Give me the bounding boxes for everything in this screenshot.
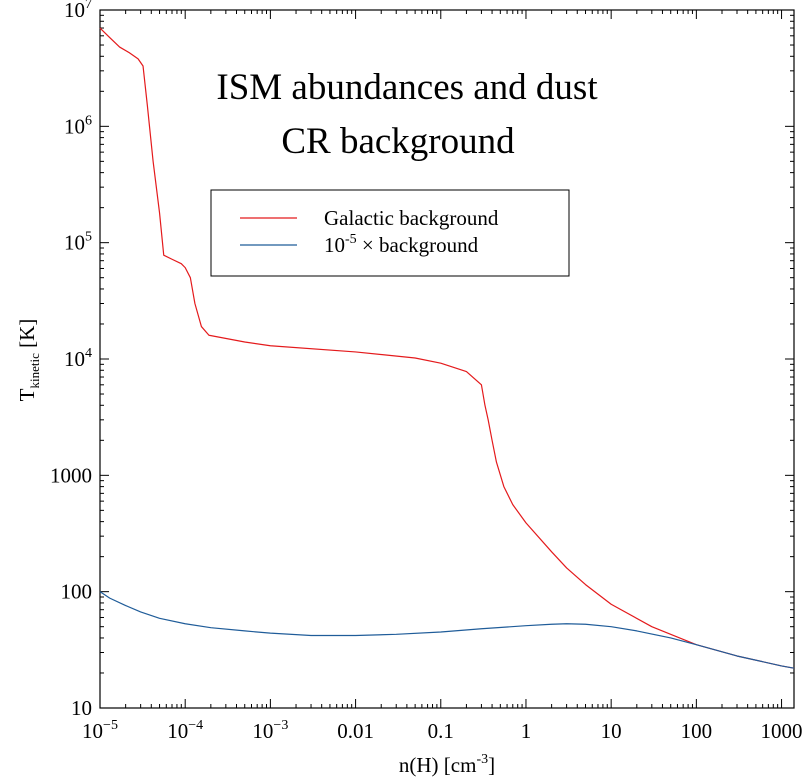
- x-tick-label: 1000: [761, 719, 803, 743]
- series-line-reduced: [99, 591, 795, 669]
- y-axis-title-sub: kinetic: [27, 353, 42, 389]
- y-tick-label: 105: [64, 230, 92, 255]
- x-tick-label: 100: [681, 719, 713, 743]
- legend-label-reduced-tail: × background: [357, 233, 479, 257]
- chart-title-line-2: CR background: [281, 121, 515, 162]
- x-axis-title-sup: -3: [476, 752, 488, 767]
- major-ticks: [99, 9, 794, 709]
- x-tick-label: 0.01: [337, 719, 374, 743]
- x-tick-label: 1: [521, 719, 532, 743]
- y-tick-label: 1000: [50, 463, 92, 487]
- y-tick-labels: 10 100 1000 104 105 106 107: [50, 0, 92, 720]
- y-tick-label: 100: [61, 580, 93, 604]
- legend-label-reduced: 10-5 × background: [324, 232, 479, 257]
- y-tick-label: 107: [64, 0, 92, 22]
- series-lines: [99, 27, 795, 669]
- x-tick-label: 10−3: [252, 718, 288, 743]
- x-tick-labels: 10−5 10−4 10−3 0.01 0.1 1 10 100 1000: [82, 718, 803, 743]
- series-line-galactic: [99, 27, 795, 669]
- y-tick-label: 104: [64, 346, 92, 371]
- x-axis-title-tail: ]: [488, 753, 495, 777]
- y-axis-title: Tkinetic [K]: [15, 319, 42, 402]
- minor-ticks: [100, 10, 794, 708]
- y-tick-label: 106: [64, 113, 92, 138]
- x-axis-title: n(H) [cm-3]: [399, 752, 495, 777]
- y-axis-title-base: T: [15, 388, 39, 401]
- y-tick-label: 10: [71, 696, 92, 720]
- x-tick-label: 10: [601, 719, 622, 743]
- y-axis-title-tail: [K]: [15, 319, 39, 353]
- plot-area: [99, 9, 795, 709]
- x-axis-title-base: n(H) [cm: [399, 753, 477, 777]
- legend-label-galactic: Galactic background: [324, 206, 499, 230]
- legend-label-reduced-sup: -5: [345, 232, 357, 247]
- legend: Galactic background 10-5 × background: [210, 189, 570, 277]
- legend-box: [210, 189, 570, 277]
- x-tick-label: 0.1: [428, 719, 454, 743]
- x-tick-label: 10−5: [82, 718, 118, 743]
- chart-title-line-1: ISM abundances and dust: [216, 67, 598, 108]
- x-tick-label: 10−4: [167, 718, 203, 743]
- legend-label-reduced-base: 10: [324, 233, 345, 257]
